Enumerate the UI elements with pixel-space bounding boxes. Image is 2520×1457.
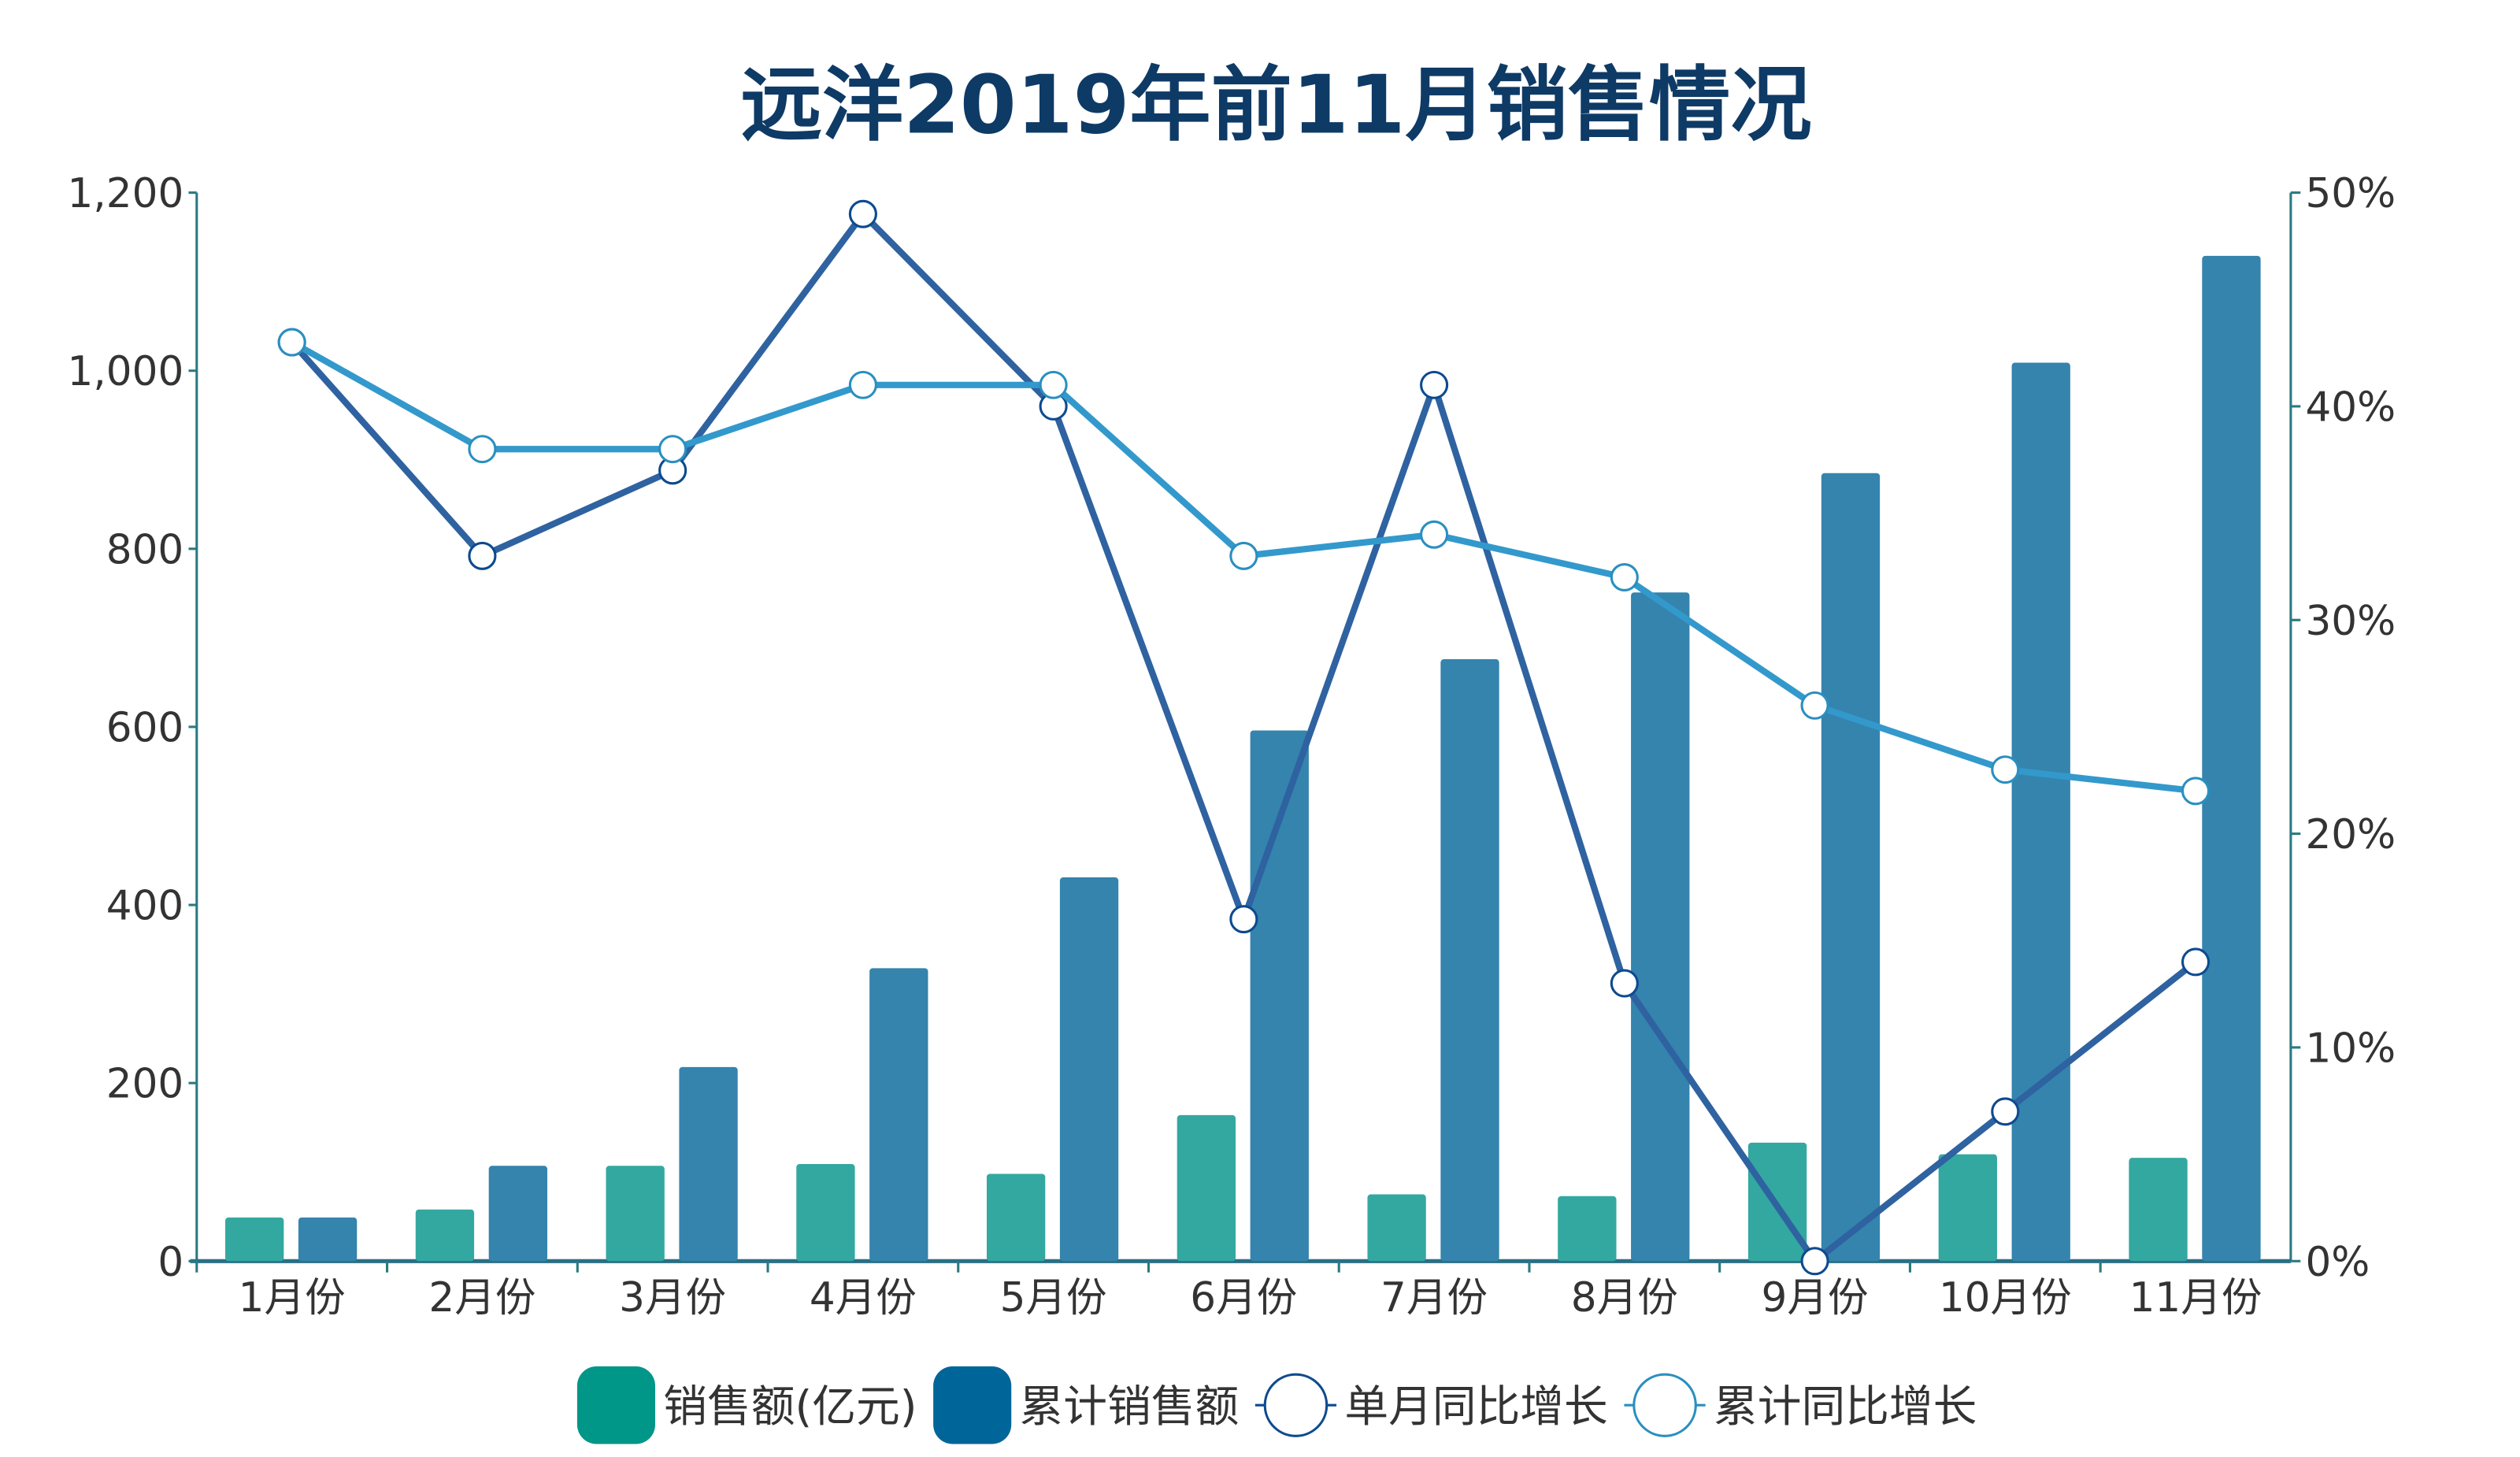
bar-monthly-sales — [1938, 1154, 1997, 1262]
bar-monthly-sales — [225, 1217, 284, 1262]
bar-cumulative-sales — [679, 1066, 738, 1262]
cumulative-growth-point — [1610, 563, 1639, 591]
cumulative-growth-point — [1991, 755, 2020, 784]
cumulative-growth-point — [1800, 691, 1829, 720]
legend-label-3: 累计同比增长 — [1714, 1381, 1977, 1433]
x-tick-label: 8月份 — [1571, 1274, 1678, 1322]
bar-monthly-sales — [1558, 1196, 1617, 1262]
bar-monthly-sales — [796, 1164, 855, 1262]
x-tick-label: 6月份 — [1190, 1274, 1297, 1322]
bar-monthly-sales — [2129, 1158, 2188, 1262]
monthly-growth-point — [1420, 370, 1449, 399]
right-tick-label: 30% — [2305, 598, 2396, 645]
bar-monthly-sales — [1177, 1114, 1236, 1262]
cumulative-growth-point — [277, 328, 306, 357]
bar-cumulative-sales — [298, 1217, 358, 1262]
bar-cumulative-sales — [1631, 592, 1690, 1262]
right-tick-label: 40% — [2305, 384, 2396, 432]
lines — [277, 199, 2211, 1276]
bar-monthly-sales — [606, 1166, 665, 1262]
bar-cumulative-sales — [1059, 877, 1119, 1262]
monthly-growth-point — [1610, 969, 1639, 998]
legend: 销售额(亿元) 累计销售额 单月同比增长 累计同比增长 — [576, 1366, 1977, 1444]
chart-title: 远洋2019年前11月销售情况 — [741, 58, 1812, 153]
left-tick-label: 800 — [106, 526, 184, 573]
x-tick-label: 5月份 — [1000, 1274, 1107, 1322]
bar-cumulative-sales — [1440, 659, 1499, 1262]
cumulative-growth-point — [1039, 370, 1068, 399]
left-tick-label: 1,000 — [68, 348, 184, 395]
x-tick-label: 3月份 — [619, 1274, 726, 1322]
cumulative-growth-point — [468, 435, 497, 464]
cumulative-growth-point — [2181, 777, 2211, 806]
left-tick-label: 600 — [106, 705, 184, 752]
monthly-growth-point — [848, 199, 877, 228]
bar-cumulative-sales — [2011, 362, 2070, 1262]
legend-swatch-0 — [576, 1366, 655, 1444]
bar-cumulative-sales — [2202, 255, 2261, 1262]
right-tick-label: 50% — [2305, 170, 2396, 217]
right-tick-label: 0% — [2305, 1239, 2370, 1286]
left-tick-label: 400 — [106, 883, 184, 930]
monthly-growth-point — [2181, 947, 2211, 977]
bar-cumulative-sales — [869, 968, 928, 1262]
bars — [225, 255, 2261, 1262]
x-tick-label: 2月份 — [428, 1274, 536, 1322]
left-tick-label: 1,200 — [68, 170, 184, 217]
bar-cumulative-sales — [488, 1166, 547, 1262]
left-tick-label: 0 — [158, 1239, 183, 1286]
legend-label-0: 销售额(亿元) — [663, 1381, 917, 1433]
cumulative-growth-point — [658, 435, 687, 464]
x-tick-label: 10月份 — [1939, 1274, 2072, 1322]
x-tick-label: 11月份 — [2129, 1274, 2262, 1322]
cumulative-growth-point — [1229, 541, 1258, 570]
right-tick-label: 20% — [2305, 811, 2396, 858]
right-tick-label: 10% — [2305, 1025, 2396, 1073]
cumulative-growth-point — [848, 370, 877, 399]
monthly-growth-point — [468, 541, 497, 570]
axes: 0 200 400 600 800 1,000 1,200 0% 10% 20% 30% 40% 50%… — [68, 170, 2396, 1322]
x-tick-label: 4月份 — [810, 1274, 917, 1322]
monthly-growth-point — [1800, 1247, 1829, 1276]
x-tick-label: 9月份 — [1762, 1274, 1869, 1322]
legend-marker-3 — [1632, 1373, 1697, 1437]
legend-label-1: 累计销售额 — [1020, 1381, 1240, 1433]
legend-label-2: 单月同比增长 — [1344, 1381, 1607, 1433]
bar-monthly-sales — [415, 1209, 475, 1262]
bar-cumulative-sales — [1821, 473, 1881, 1262]
legend-marker-2 — [1263, 1373, 1329, 1437]
cumulative-growth-point — [1420, 520, 1449, 549]
bar-monthly-sales — [1367, 1194, 1426, 1262]
monthly-growth-point — [1991, 1097, 2020, 1126]
x-tick-label: 1月份 — [239, 1274, 346, 1322]
x-tick-label: 7月份 — [1380, 1274, 1488, 1322]
left-tick-label: 200 — [106, 1061, 184, 1108]
bar-monthly-sales — [986, 1173, 1046, 1262]
monthly-growth-point — [1229, 905, 1258, 934]
legend-swatch-1 — [933, 1366, 1012, 1444]
